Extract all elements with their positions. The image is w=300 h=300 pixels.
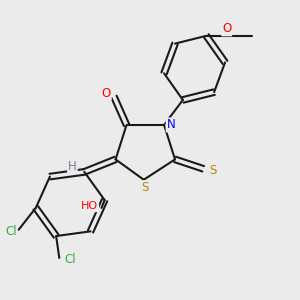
Text: N: N <box>167 118 175 131</box>
Text: Cl: Cl <box>5 225 16 238</box>
Text: Cl: Cl <box>64 253 76 266</box>
Text: O: O <box>222 22 231 35</box>
Text: S: S <box>142 181 149 194</box>
Text: HO: HO <box>81 201 98 211</box>
Text: S: S <box>209 164 216 177</box>
Text: H: H <box>68 160 77 173</box>
Text: O: O <box>102 87 111 100</box>
